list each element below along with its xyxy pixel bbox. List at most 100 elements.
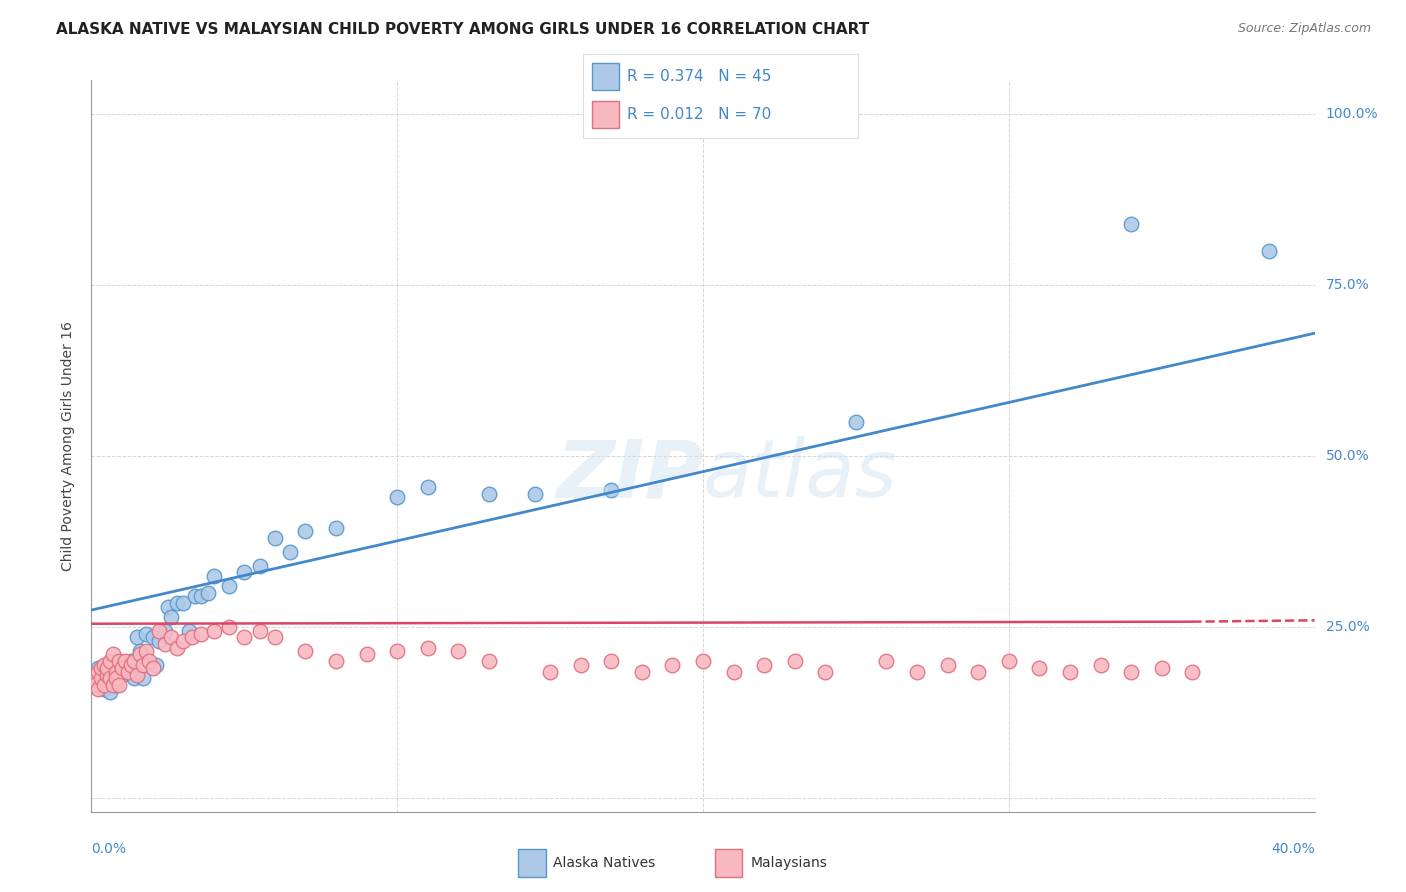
Point xyxy=(101,648,124,662)
Point xyxy=(538,665,561,679)
Point xyxy=(86,661,108,675)
Point xyxy=(129,644,152,658)
Point xyxy=(80,672,103,686)
Text: R = 0.012   N = 70: R = 0.012 N = 70 xyxy=(627,107,772,122)
Point xyxy=(600,654,623,668)
Point xyxy=(783,654,806,668)
Text: ZIP: ZIP xyxy=(555,436,703,515)
Point xyxy=(148,624,170,638)
Text: atlas: atlas xyxy=(703,436,898,515)
Text: ALASKA NATIVE VS MALAYSIAN CHILD POVERTY AMONG GIRLS UNDER 16 CORRELATION CHART: ALASKA NATIVE VS MALAYSIAN CHILD POVERTY… xyxy=(56,22,869,37)
Point xyxy=(132,672,155,686)
Point xyxy=(523,487,546,501)
Point xyxy=(96,668,118,682)
Point xyxy=(93,681,115,696)
Point xyxy=(129,648,152,662)
Point xyxy=(98,657,121,672)
Point xyxy=(127,631,149,645)
Point xyxy=(127,668,149,682)
Point xyxy=(141,661,163,675)
Point xyxy=(661,657,683,672)
Bar xyxy=(592,101,619,128)
Text: R = 0.374   N = 45: R = 0.374 N = 45 xyxy=(627,69,772,84)
Point xyxy=(875,654,898,668)
Point xyxy=(325,654,347,668)
Point xyxy=(104,672,127,686)
Point xyxy=(385,644,409,658)
Point xyxy=(249,558,271,573)
Point xyxy=(108,678,131,692)
Point xyxy=(93,678,115,692)
Point xyxy=(845,415,868,429)
Point xyxy=(294,524,316,539)
Point xyxy=(90,672,112,686)
Point xyxy=(135,627,157,641)
Text: Source: ZipAtlas.com: Source: ZipAtlas.com xyxy=(1237,22,1371,36)
Point xyxy=(814,665,837,679)
Point xyxy=(249,624,271,638)
Point xyxy=(145,657,167,672)
Point xyxy=(179,624,201,638)
Point xyxy=(1121,217,1143,231)
Point xyxy=(166,596,188,610)
Point xyxy=(153,637,176,651)
Point xyxy=(117,665,139,679)
Point xyxy=(122,654,145,668)
Point xyxy=(98,672,121,686)
Point xyxy=(600,483,623,498)
Point xyxy=(156,599,179,614)
Text: Malaysians: Malaysians xyxy=(751,856,827,870)
Point xyxy=(111,661,134,675)
Point xyxy=(1150,661,1173,675)
Text: 0.0%: 0.0% xyxy=(91,842,127,856)
Text: 75.0%: 75.0% xyxy=(1326,278,1369,293)
Point xyxy=(1257,244,1279,259)
Bar xyxy=(714,849,742,877)
Point xyxy=(104,672,127,686)
Point xyxy=(754,657,776,672)
Point xyxy=(160,631,183,645)
Point xyxy=(202,569,225,583)
Point xyxy=(233,566,256,580)
Point xyxy=(98,654,121,668)
Y-axis label: Child Poverty Among Girls Under 16: Child Poverty Among Girls Under 16 xyxy=(62,321,76,571)
Point xyxy=(1028,661,1050,675)
Point xyxy=(905,665,928,679)
Point xyxy=(1090,657,1112,672)
Point xyxy=(96,661,118,675)
Point xyxy=(190,590,212,604)
Point xyxy=(936,657,959,672)
Point xyxy=(153,624,176,638)
Point xyxy=(96,672,118,686)
Point xyxy=(1059,665,1081,679)
Point xyxy=(233,631,256,645)
Point xyxy=(108,654,131,668)
Point xyxy=(138,654,160,668)
Point xyxy=(184,590,207,604)
Point xyxy=(135,644,157,658)
Point xyxy=(278,545,301,559)
Point xyxy=(181,631,204,645)
Point xyxy=(631,665,654,679)
Point xyxy=(117,665,139,679)
Bar xyxy=(517,849,546,877)
Point xyxy=(569,657,592,672)
Point xyxy=(101,678,124,692)
Point xyxy=(90,661,112,675)
Point xyxy=(122,672,145,686)
Point xyxy=(93,657,115,672)
Bar xyxy=(592,62,619,90)
Point xyxy=(416,480,439,494)
Point xyxy=(120,657,142,672)
Point xyxy=(114,654,136,668)
Text: 25.0%: 25.0% xyxy=(1326,620,1369,634)
Point xyxy=(83,678,105,692)
Point xyxy=(447,644,470,658)
Point xyxy=(264,531,287,545)
Point xyxy=(160,610,183,624)
Point xyxy=(723,665,745,679)
Point xyxy=(166,640,188,655)
Text: 50.0%: 50.0% xyxy=(1326,450,1369,463)
Point xyxy=(141,631,163,645)
Point xyxy=(385,490,409,504)
